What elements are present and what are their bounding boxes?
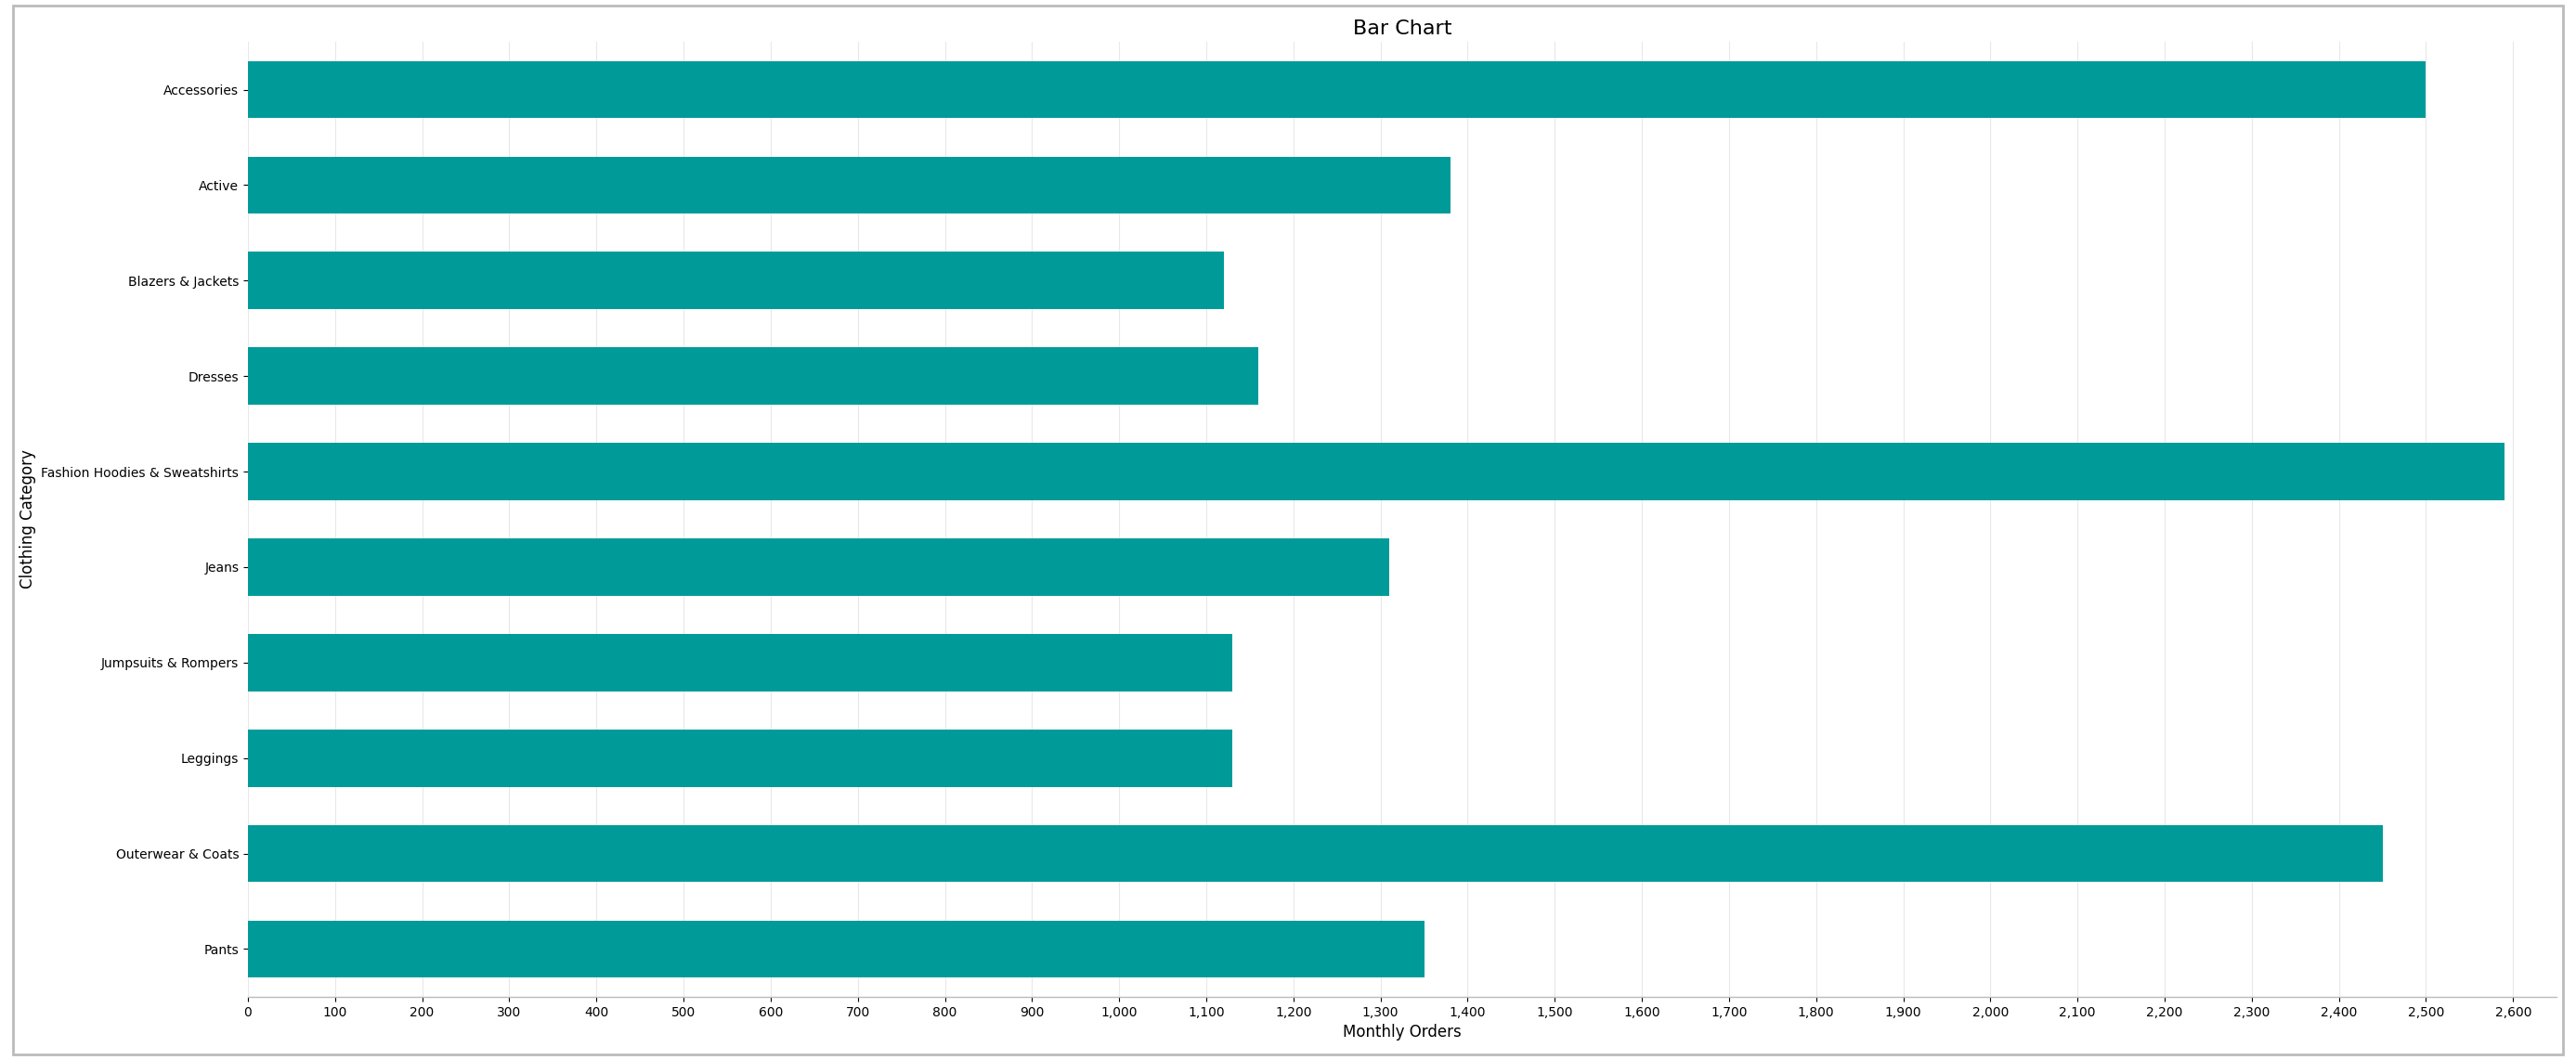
Bar [247,348,1260,405]
Bar [247,61,2427,119]
Title: Bar Chart: Bar Chart [1352,19,1453,38]
Bar [247,538,1388,596]
Bar [247,729,1231,787]
X-axis label: Monthly Orders: Monthly Orders [1342,1024,1461,1041]
Bar [247,157,1450,214]
Bar [247,920,1425,977]
Bar [247,634,1231,691]
Bar [247,443,2504,500]
Bar [247,825,2383,882]
Bar [247,252,1224,310]
Y-axis label: Clothing Category: Clothing Category [21,449,36,589]
